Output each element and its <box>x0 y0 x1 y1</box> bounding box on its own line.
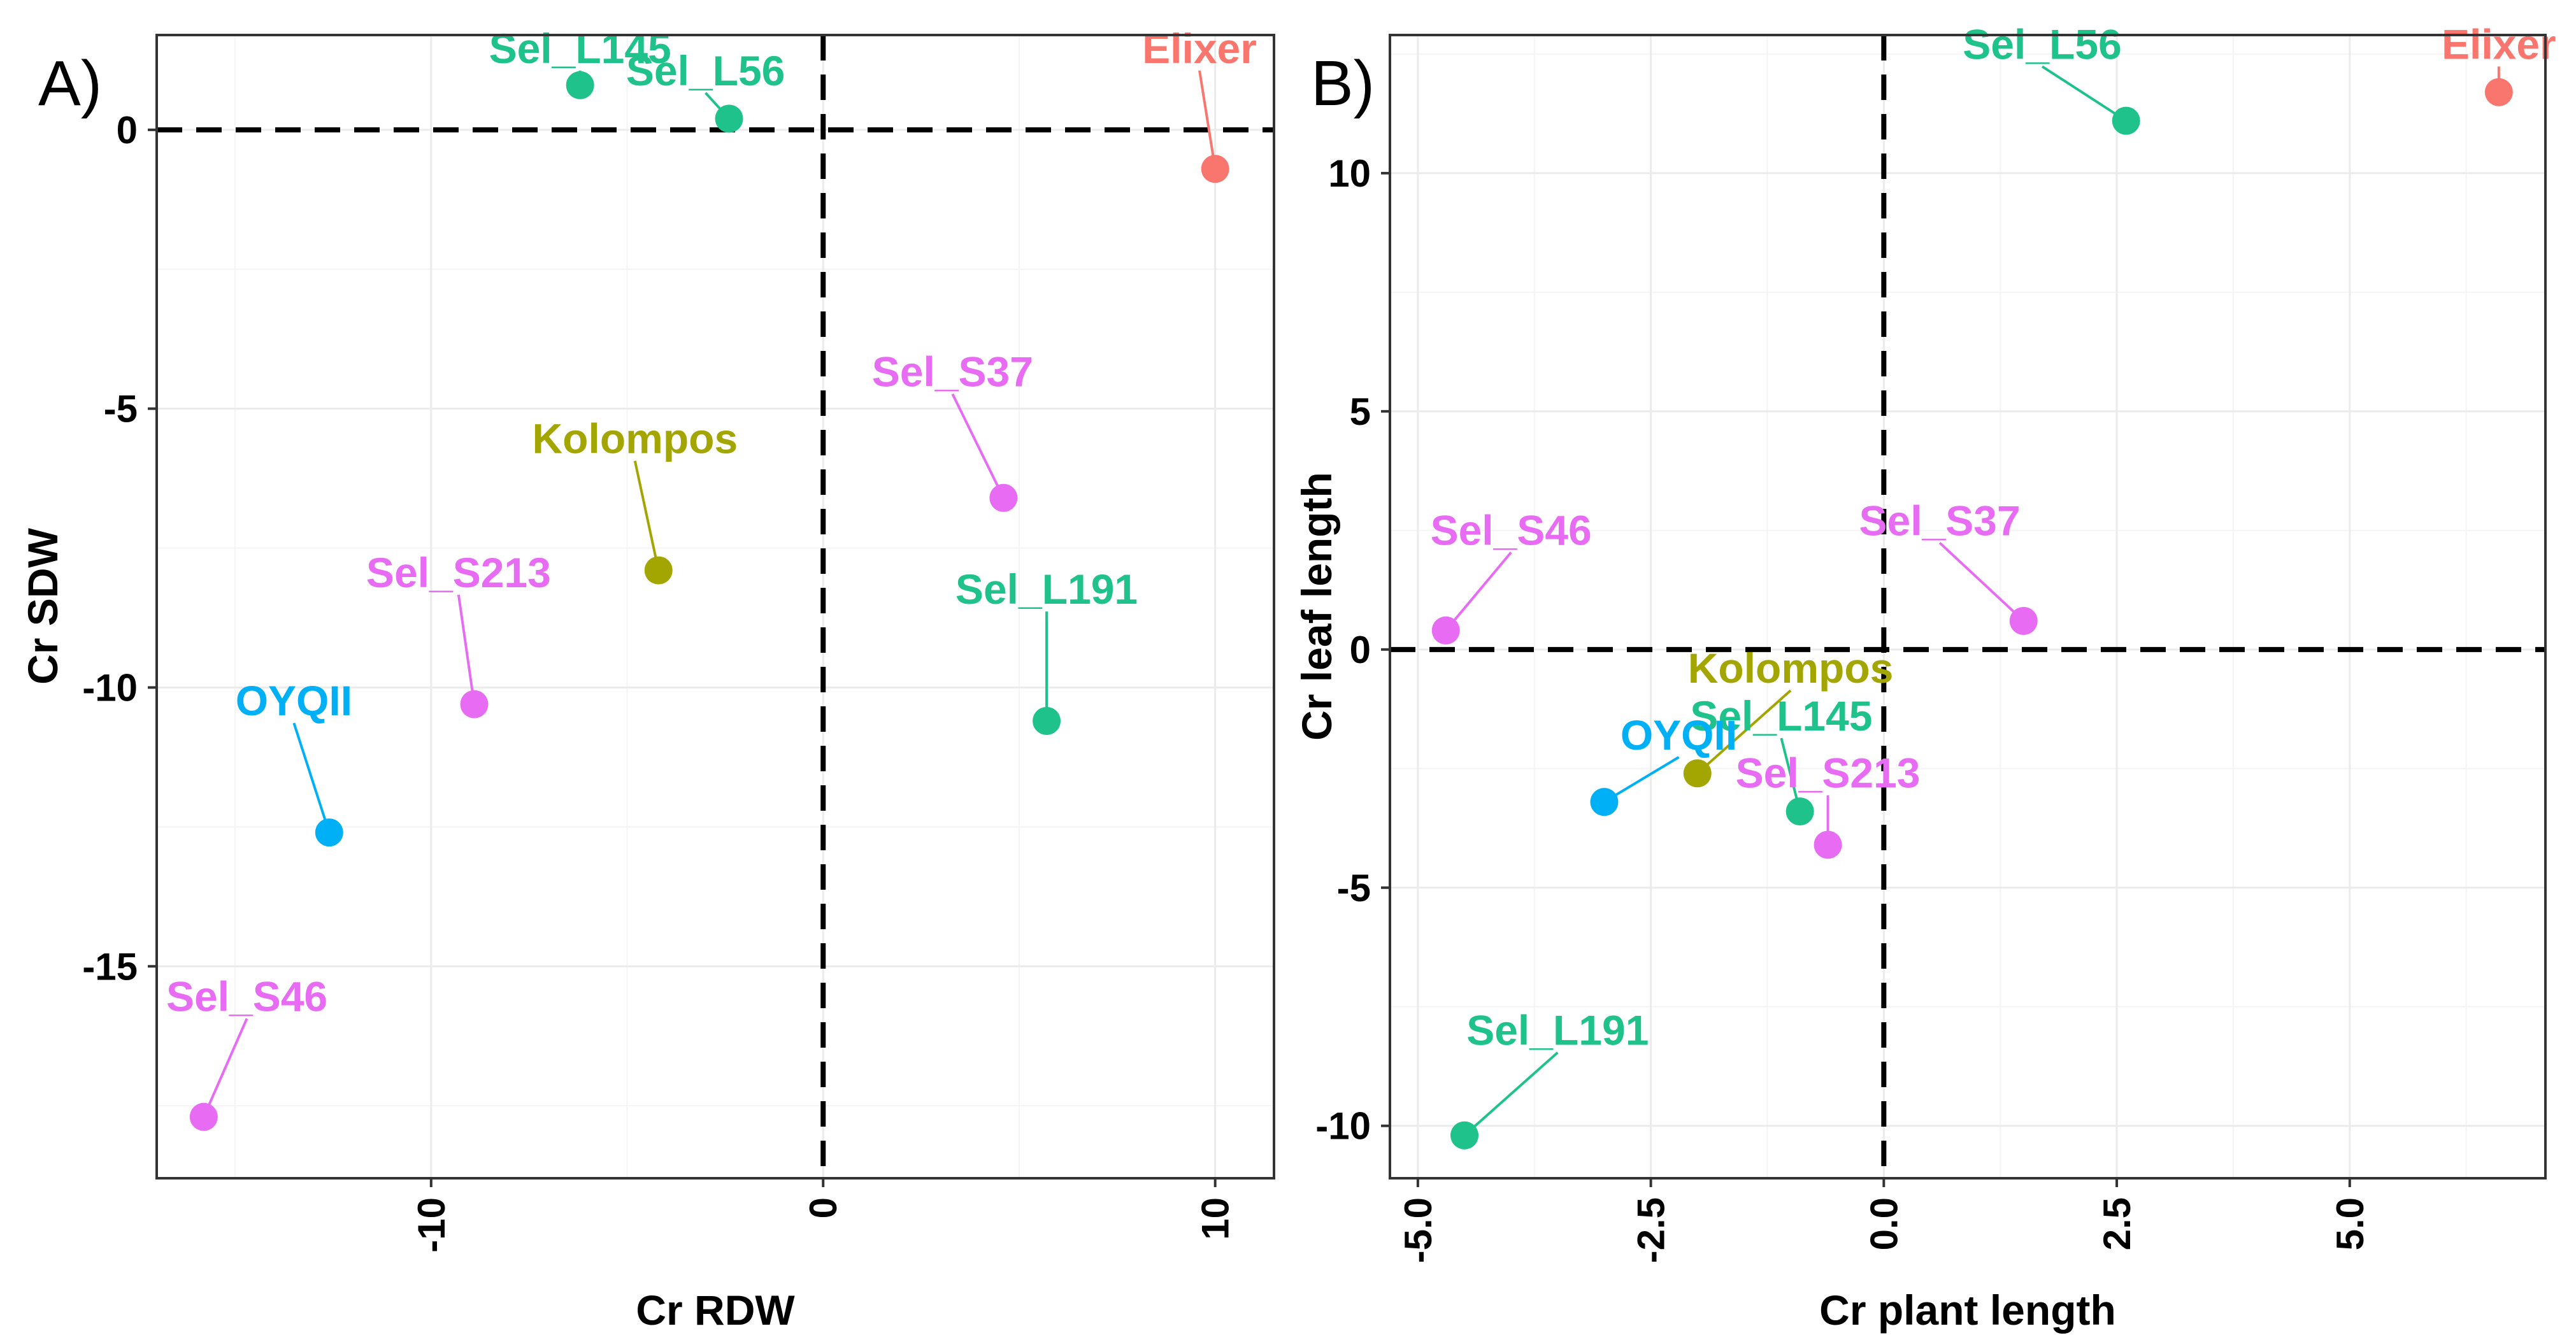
data-point-sel-s37: Sel_S37 <box>872 348 1033 512</box>
point-label: Sel_S46 <box>1431 506 1592 553</box>
label-leader-line <box>457 594 476 705</box>
y-tick-label: -15 <box>82 945 138 988</box>
label-leader-line <box>633 460 660 571</box>
x-tick-label: 5.0 <box>2329 1197 2372 1250</box>
data-point-sel-l191: Sel_L191 <box>955 566 1138 735</box>
panel-b-y-axis-title: Cr leaf length <box>1293 472 1340 741</box>
scatter-point <box>1814 830 1842 859</box>
data-point-sel-l145: Sel_L145 <box>1690 692 1873 826</box>
panel-a-x-axis-title: Cr RDW <box>636 1287 795 1334</box>
scatter-point <box>1590 788 1619 816</box>
panel-a-letter: A) <box>38 48 102 119</box>
point-label: Sel_L56 <box>626 47 785 94</box>
data-point-sel-s37: Sel_S37 <box>1859 497 2038 635</box>
data-point-sel-s213: Sel_S213 <box>366 549 551 718</box>
label-leader-line <box>1938 541 2025 622</box>
panel-b-y-axis: 10 5 0 -5 -10 <box>1315 152 1390 1148</box>
point-label: Sel_S46 <box>166 973 327 1020</box>
point-label: Kolompos <box>533 415 738 462</box>
point-label: Sel_S213 <box>366 549 551 596</box>
panel-a-x-axis: -10 0 10 <box>410 1178 1237 1253</box>
y-tick-label: -5 <box>104 388 138 431</box>
label-leader-line <box>2041 65 2127 122</box>
point-label: Sel_L56 <box>1963 20 2122 68</box>
panel-a-y-axis: 0 -5 -10 -15 <box>82 109 157 988</box>
x-tick-label: 10 <box>1194 1197 1237 1240</box>
data-point-oyqii: OYQII <box>236 677 352 847</box>
panel-a-frame <box>155 34 1275 1180</box>
data-point-elixer: Elixer <box>2442 20 2556 106</box>
scatter-point <box>315 818 343 847</box>
data-point-elixer: Elixer <box>1142 25 1257 183</box>
point-label: Sel_S213 <box>1736 750 1921 797</box>
label-leader-line <box>1696 689 1792 774</box>
point-label: Elixer <box>1142 25 1257 72</box>
x-tick-label: -10 <box>410 1197 453 1253</box>
panel-a-y-axis-title: Cr SDW <box>19 527 66 684</box>
label-leader-line <box>292 722 331 833</box>
y-tick-label: 10 <box>1328 152 1371 195</box>
scatter-point <box>644 556 673 585</box>
scatter-point <box>189 1102 218 1131</box>
data-point-kolompos: Kolompos <box>1683 645 1894 788</box>
panel-a-grid <box>157 35 1274 1178</box>
y-tick-label: -10 <box>1315 1105 1371 1148</box>
x-tick-label: 0 <box>802 1197 845 1218</box>
x-tick-label: 2.5 <box>2096 1197 2138 1250</box>
y-tick-label: -10 <box>82 666 138 709</box>
data-point-sel-s213: Sel_S213 <box>1736 750 1921 859</box>
point-label: Sel_L145 <box>489 25 671 72</box>
label-leader-line <box>1603 756 1680 803</box>
scatter-panel-b: ElixerSel_L56Sel_S37Sel_S46KolomposSel_L… <box>1293 20 2556 1334</box>
y-tick-label: -5 <box>1337 867 1371 909</box>
panel-b-frame <box>1389 34 2547 1180</box>
scatter-point <box>989 483 1018 512</box>
panel-b-x-axis: -5.0 -2.5 0.0 2.5 5.0 <box>1397 1178 2372 1263</box>
scatter-point <box>1431 616 1460 645</box>
data-point-oyqii: OYQII <box>1590 711 1737 816</box>
point-label: Sel_L191 <box>955 566 1138 613</box>
label-leader-line <box>1445 551 1512 632</box>
point-label: OYQII <box>236 677 352 724</box>
point-label: Sel_L191 <box>1466 1007 1649 1054</box>
scatter-point <box>1785 797 1814 826</box>
y-tick-label: 0 <box>1350 629 1371 671</box>
data-point-sel-l56: Sel_L56 <box>1963 20 2140 135</box>
data-point-sel-l145: Sel_L145 <box>489 25 671 99</box>
data-point-kolompos: Kolompos <box>533 415 738 585</box>
scatter-point <box>1683 759 1712 788</box>
panel-b-x-axis-title: Cr plant length <box>1819 1287 2116 1334</box>
scatter-point <box>715 104 743 133</box>
scatter-point <box>460 690 489 718</box>
scatter-point <box>2484 78 2513 106</box>
scatter-point <box>2112 106 2140 135</box>
label-leader-line <box>951 393 1005 499</box>
point-label: Kolompos <box>1688 645 1894 692</box>
scatter-point <box>1450 1121 1479 1150</box>
scatter-point <box>566 71 594 99</box>
label-leader-line <box>1463 1051 1559 1137</box>
point-label: Elixer <box>2442 20 2556 68</box>
scatter-point <box>1033 707 1061 735</box>
x-tick-label: -5.0 <box>1397 1197 1440 1263</box>
label-leader-line <box>203 1018 248 1118</box>
y-tick-label: 5 <box>1350 390 1371 433</box>
scatter-point <box>2009 606 2038 635</box>
point-label: OYQII <box>1621 711 1737 759</box>
panel-b-letter: B) <box>1311 48 1375 119</box>
data-point-sel-l56: Sel_L56 <box>626 47 785 133</box>
point-label: Sel_S37 <box>872 348 1033 396</box>
scatter-point <box>1201 155 1229 183</box>
label-leader-line <box>1198 70 1217 169</box>
data-point-sel-s46: Sel_S46 <box>1431 506 1592 645</box>
data-point-sel-s46: Sel_S46 <box>166 973 327 1131</box>
x-tick-label: 0.0 <box>1863 1197 1905 1250</box>
y-tick-label: 0 <box>117 109 138 152</box>
point-label: Sel_L145 <box>1690 692 1872 739</box>
point-label: Sel_S37 <box>1859 497 2021 544</box>
data-point-sel-l191: Sel_L191 <box>1450 1007 1649 1150</box>
x-tick-label: -2.5 <box>1630 1197 1673 1263</box>
